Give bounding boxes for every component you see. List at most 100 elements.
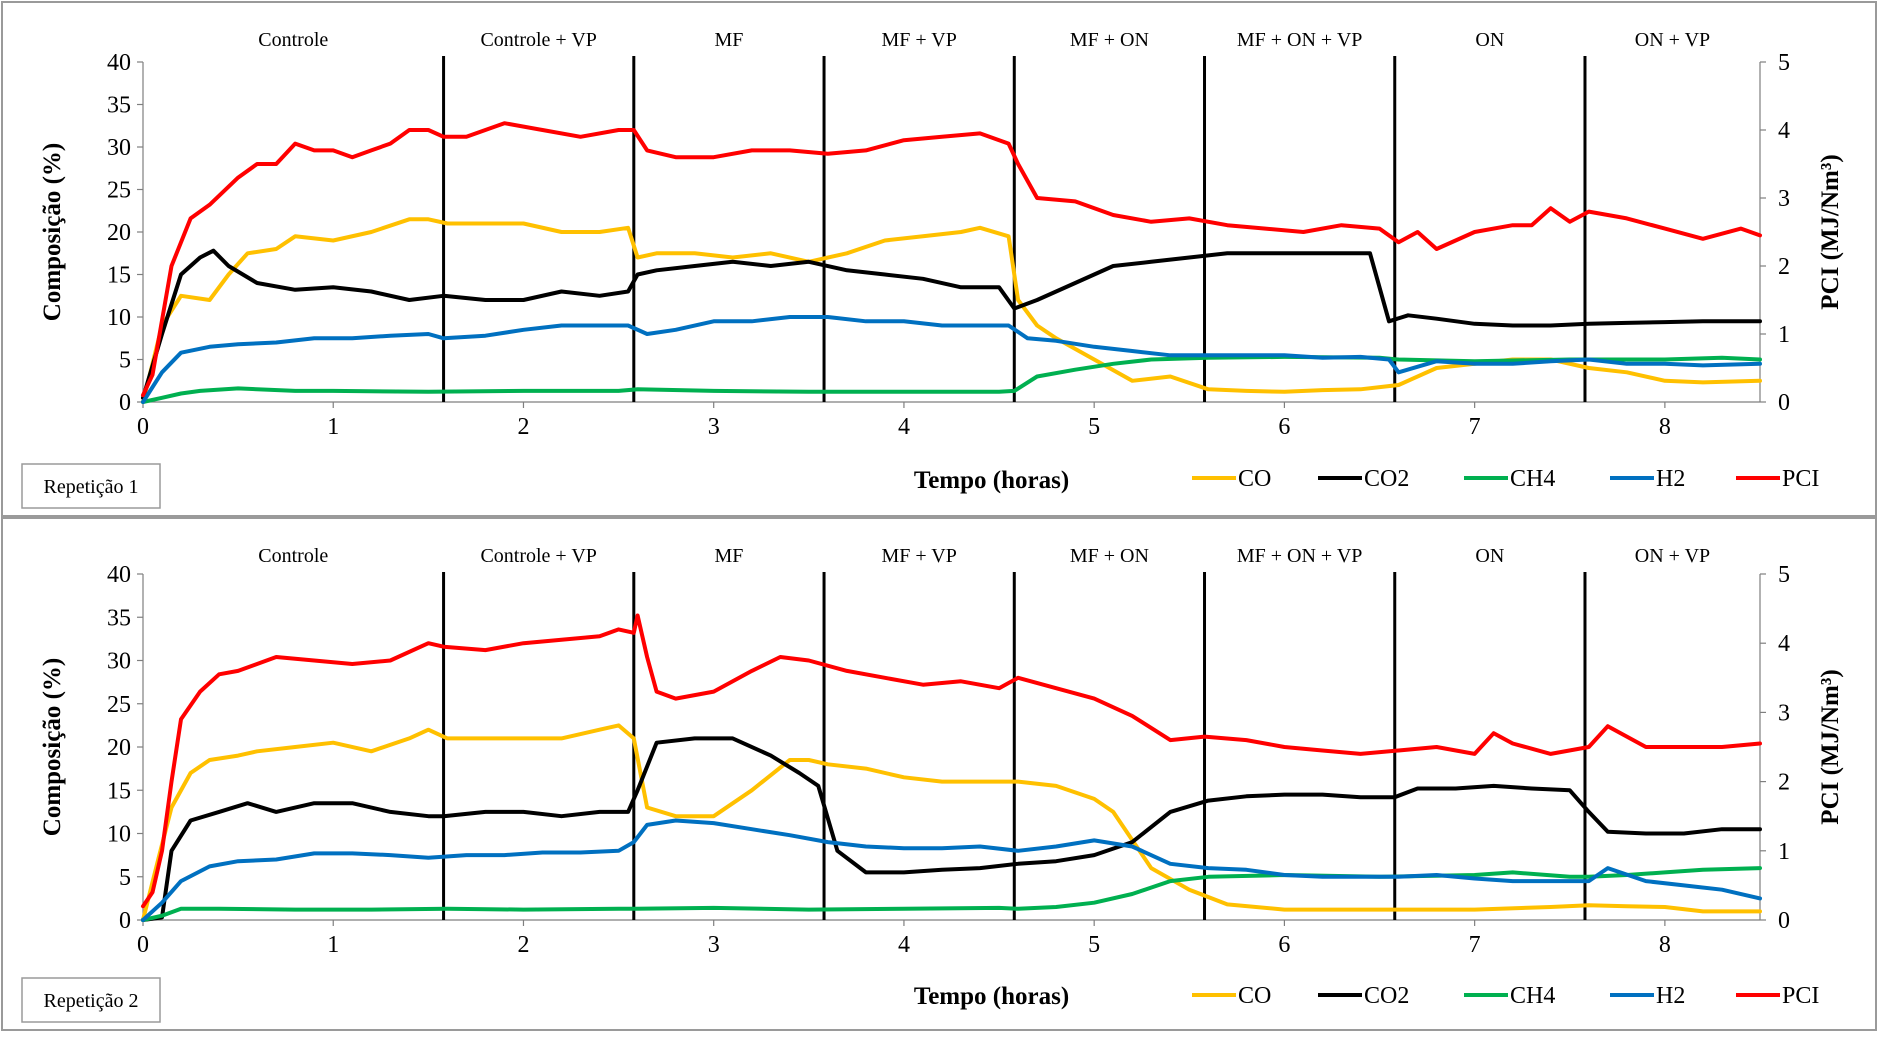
y-tick-label: 5 <box>119 348 131 374</box>
x-tick-label: 6 <box>1278 414 1290 440</box>
series-line-co <box>141 723 1762 922</box>
series-line-h2 <box>141 315 1762 404</box>
y2-tick-label: 2 <box>1778 770 1790 796</box>
panel-frame <box>1 1 1877 517</box>
x-tick-label: 7 <box>1469 932 1481 958</box>
phase-label: MF <box>714 29 743 51</box>
y2-tick-label: 0 <box>1778 390 1790 416</box>
y-tick-label: 5 <box>119 865 131 891</box>
y2-axis-title: PCI (MJ/Nm³) <box>1817 154 1844 309</box>
x-tick-label: 5 <box>1088 932 1100 958</box>
y2-tick-label: 2 <box>1778 254 1790 280</box>
series-line-co2 <box>141 248 1762 400</box>
y-tick-label: 20 <box>107 735 131 761</box>
y-tick-label: 25 <box>107 178 131 204</box>
chart-panel: 0 5 10 15 20 25 30 35 40 0 1 2 3 4 5 0 1 2 3 4 5 6 7 8 Controle C… <box>1 517 1877 1031</box>
y-tick-label: 30 <box>107 649 131 675</box>
y2-axis-title: PCI (MJ/Nm³) <box>1817 669 1844 824</box>
legend-label-ch4: CH4 <box>1510 466 1555 492</box>
y2-tick-label: 3 <box>1778 186 1790 212</box>
panel-label: Repetição 1 <box>44 476 139 498</box>
y2-tick-label: 1 <box>1778 839 1790 865</box>
phase-label: Controle + VP <box>480 29 596 51</box>
y-tick-label: 0 <box>119 908 131 934</box>
x-tick-label: 2 <box>517 932 529 958</box>
x-tick-label: 8 <box>1659 932 1671 958</box>
legend-label-pci: PCI <box>1782 983 1819 1009</box>
phase-label: MF + ON + VP <box>1237 545 1363 567</box>
y-tick-label: 25 <box>107 692 131 718</box>
phase-label: ON + VP <box>1635 545 1710 567</box>
phase-label: MF + VP <box>881 29 956 51</box>
phase-label: MF + ON + VP <box>1237 29 1363 51</box>
y-tick-label: 10 <box>107 822 131 848</box>
y-tick-label: 40 <box>107 562 131 588</box>
x-tick-label: 3 <box>708 932 720 958</box>
phase-label: ON + VP <box>1635 29 1710 51</box>
y-tick-label: 15 <box>107 778 131 804</box>
x-tick-label: 4 <box>898 932 910 958</box>
x-tick-label: 6 <box>1278 932 1290 958</box>
y-axis-title: Composição (%) <box>39 658 66 836</box>
x-tick-label: 7 <box>1469 414 1481 440</box>
series-line-co <box>141 217 1762 404</box>
series-line-pci <box>141 613 1762 909</box>
legend-label-pci: PCI <box>1782 466 1819 492</box>
x-tick-label: 1 <box>327 932 339 958</box>
y-tick-label: 35 <box>107 93 131 119</box>
legend-label-h2: H2 <box>1656 466 1685 492</box>
series-line-ch4 <box>141 354 1762 404</box>
y2-tick-label: 5 <box>1778 562 1790 588</box>
y-tick-label: 10 <box>107 305 131 331</box>
y-tick-label: 35 <box>107 605 131 631</box>
legend-label-co: CO <box>1238 983 1271 1009</box>
panel-frame <box>1 517 1877 1031</box>
y2-tick-label: 0 <box>1778 908 1790 934</box>
y-tick-label: 40 <box>107 50 131 76</box>
phase-label: ON <box>1475 29 1504 51</box>
x-axis-title: Tempo (horas) <box>914 983 1069 1010</box>
y-axis-title: Composição (%) <box>39 143 66 321</box>
series-line-co2 <box>141 736 1762 922</box>
series-line-h2 <box>141 818 1762 922</box>
x-tick-label: 5 <box>1088 414 1100 440</box>
chart-panel: 0 5 10 15 20 25 30 35 40 0 1 2 3 4 5 0 1 2 3 4 5 6 7 8 Controle C… <box>1 1 1877 517</box>
phase-label: ON <box>1475 545 1504 567</box>
y2-tick-label: 1 <box>1778 322 1790 348</box>
y2-tick-label: 5 <box>1778 50 1790 76</box>
legend-label-ch4: CH4 <box>1510 983 1555 1009</box>
x-tick-label: 4 <box>898 414 910 440</box>
x-tick-label: 8 <box>1659 414 1671 440</box>
y2-tick-label: 3 <box>1778 700 1790 726</box>
legend-label-co: CO <box>1238 466 1271 492</box>
legend-label-h2: H2 <box>1656 983 1685 1009</box>
series-line-ch4 <box>141 866 1762 922</box>
y-tick-label: 15 <box>107 263 131 289</box>
y-tick-label: 20 <box>107 220 131 246</box>
panel-label-box <box>21 463 161 509</box>
phase-label: Controle + VP <box>480 545 596 567</box>
x-axis-title: Tempo (horas) <box>914 467 1069 494</box>
series-line-pci <box>141 121 1762 398</box>
phase-label: MF + VP <box>881 545 956 567</box>
panel-label: Repetição 2 <box>44 990 139 1012</box>
phase-label: Controle <box>258 29 328 51</box>
y-tick-label: 30 <box>107 135 131 161</box>
phase-label: MF <box>714 545 743 567</box>
x-tick-label: 0 <box>137 414 149 440</box>
x-tick-label: 2 <box>517 414 529 440</box>
y-tick-label: 0 <box>119 390 131 416</box>
x-tick-label: 1 <box>327 414 339 440</box>
panel-label-box <box>21 977 161 1023</box>
legend-label-co2: CO2 <box>1364 466 1409 492</box>
phase-label: MF + ON <box>1070 29 1149 51</box>
x-tick-label: 0 <box>137 932 149 958</box>
phase-label: Controle <box>258 545 328 567</box>
y2-tick-label: 4 <box>1778 118 1790 144</box>
phase-label: MF + ON <box>1070 545 1149 567</box>
legend-label-co2: CO2 <box>1364 983 1409 1009</box>
x-tick-label: 3 <box>708 414 720 440</box>
y2-tick-label: 4 <box>1778 631 1790 657</box>
